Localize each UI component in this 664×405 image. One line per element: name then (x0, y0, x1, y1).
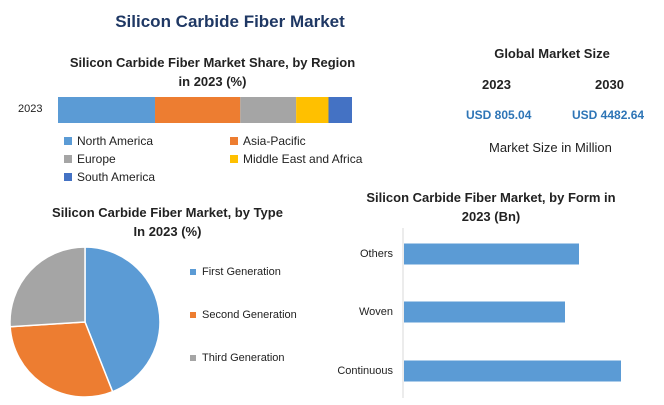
region-bar-segment-north-america (58, 97, 156, 123)
form-chart-title-line2: 2023 (Bn) (461, 209, 521, 224)
legend-swatch (64, 173, 72, 181)
form-category-label-others: Others (359, 248, 393, 260)
legend-swatch (64, 137, 72, 145)
region-bar-segment-south-america (328, 97, 352, 123)
region-legend: North America Asia-Pacific Europe Middle… (64, 134, 394, 190)
type-chart-title-line1: Silicon Carbide Fiber Market, by Type (52, 205, 283, 220)
form-category-label-continuous: Continuous (337, 365, 393, 377)
legend-swatch (190, 355, 196, 361)
region-bar-segment-asia-pacific (155, 97, 241, 123)
legend-swatch (230, 155, 238, 163)
legend-middle-east-africa: Middle East and Africa (230, 152, 362, 166)
legend-asia-pacific: Asia-Pacific (230, 134, 306, 148)
legend-label: Asia-Pacific (243, 134, 306, 148)
pie-slice-first-generation (84, 246, 161, 393)
legend-swatch (230, 137, 238, 145)
region-chart-title: Silicon Carbide Fiber Market Share, by R… (50, 53, 375, 91)
legend-label: Third Generation (202, 352, 285, 364)
form-bar-woven (404, 301, 565, 323)
market-size-value-2023: USD 805.04 (466, 108, 532, 122)
region-bar-segment-middle-east-and-africa (296, 97, 329, 123)
market-size-unit: Market Size in Million (489, 140, 612, 155)
region-bar-category-label: 2023 (18, 103, 43, 115)
form-chart-title-line1: Silicon Carbide Fiber Market, by Form in (366, 190, 616, 205)
page-title: Silicon Carbide Fiber Market (115, 12, 345, 31)
legend-swatch (190, 269, 196, 275)
pie-legend-second-generation: Second Generation (190, 309, 297, 321)
legend-label: North America (77, 134, 154, 148)
region-bar-segment-europe (240, 97, 297, 123)
market-size-value-2030: USD 4482.64 (572, 108, 645, 122)
form-bar-others (404, 243, 579, 265)
type-chart-title-line2: In 2023 (%) (133, 224, 202, 239)
legend-swatch (190, 312, 196, 318)
legend-label: South America (77, 170, 156, 184)
form-bar-continuous (404, 360, 621, 382)
type-chart-title: Silicon Carbide Fiber Market, by Type In… (30, 203, 305, 241)
type-pie-chart (9, 246, 161, 398)
legend-north-america: North America (64, 134, 153, 148)
legend-swatch (64, 155, 72, 163)
form-bar-chart (402, 228, 621, 398)
form-chart-title: Silicon Carbide Fiber Market, by Form in… (345, 188, 637, 226)
legend-europe: Europe (64, 152, 116, 166)
legend-label: First Generation (202, 266, 281, 278)
market-size-year-2030: 2030 (595, 77, 624, 92)
legend-label: Second Generation (202, 309, 297, 321)
region-chart-title-line1: Silicon Carbide Fiber Market Share, by R… (69, 55, 356, 70)
market-size-title: Global Market Size (494, 46, 610, 61)
pie-slice-second-generation (9, 321, 114, 398)
region-stacked-bar (58, 97, 352, 123)
form-category-label-woven: Woven (358, 306, 393, 318)
pie-slice-third-generation (9, 246, 86, 328)
legend-south-america: South America (64, 170, 155, 184)
region-chart-title-line2: in 2023 (%) (178, 74, 247, 89)
pie-legend-third-generation: Third Generation (190, 352, 285, 364)
legend-label: Europe (77, 152, 116, 166)
market-size-year-2023: 2023 (482, 77, 511, 92)
legend-label: Middle East and Africa (243, 152, 363, 166)
pie-legend-first-generation: First Generation (190, 266, 281, 278)
